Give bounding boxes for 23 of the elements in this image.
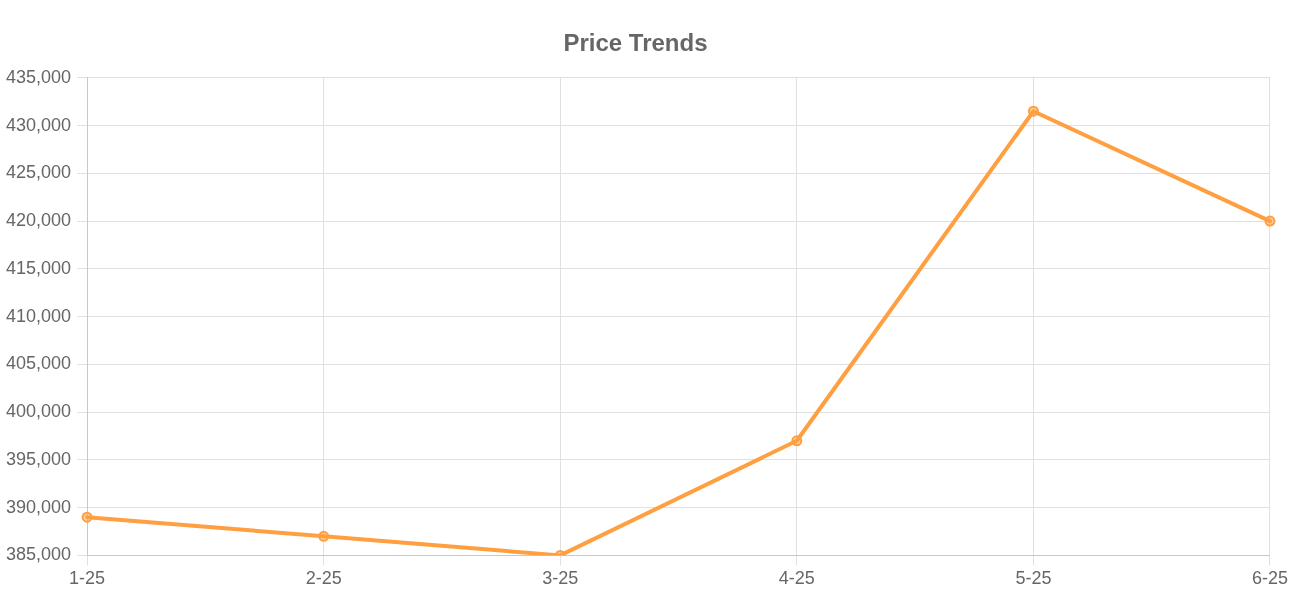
x-tick-label: 5-25 [1015,568,1052,589]
point [1264,215,1276,227]
point [1027,105,1039,117]
y-tick-label: 420,000 [5,210,72,231]
y-tick-label: 385,000 [5,544,72,565]
y-tick-label: 435,000 [5,66,72,87]
y-tick-label: 400,000 [5,401,72,422]
y-tick-label: 405,000 [5,353,72,374]
y-tick-label: 410,000 [5,305,72,326]
point [318,530,330,542]
x-tick-label: 3-25 [542,568,579,589]
point [81,511,93,523]
y-tick-label: 390,000 [5,496,72,517]
point [791,435,803,447]
chart-title: Price Trends [563,29,708,57]
x-tick-label: 1-25 [69,568,106,589]
y-tick-label: 395,000 [5,448,72,469]
x-tick-label: 2-25 [305,568,342,589]
x-tick-label: 6-25 [1251,568,1288,589]
y-tick-label: 425,000 [5,162,72,183]
y-tick-label: 430,000 [5,114,72,135]
y-tick-label: 415,000 [5,257,72,278]
x-tick-label: 4-25 [778,568,815,589]
